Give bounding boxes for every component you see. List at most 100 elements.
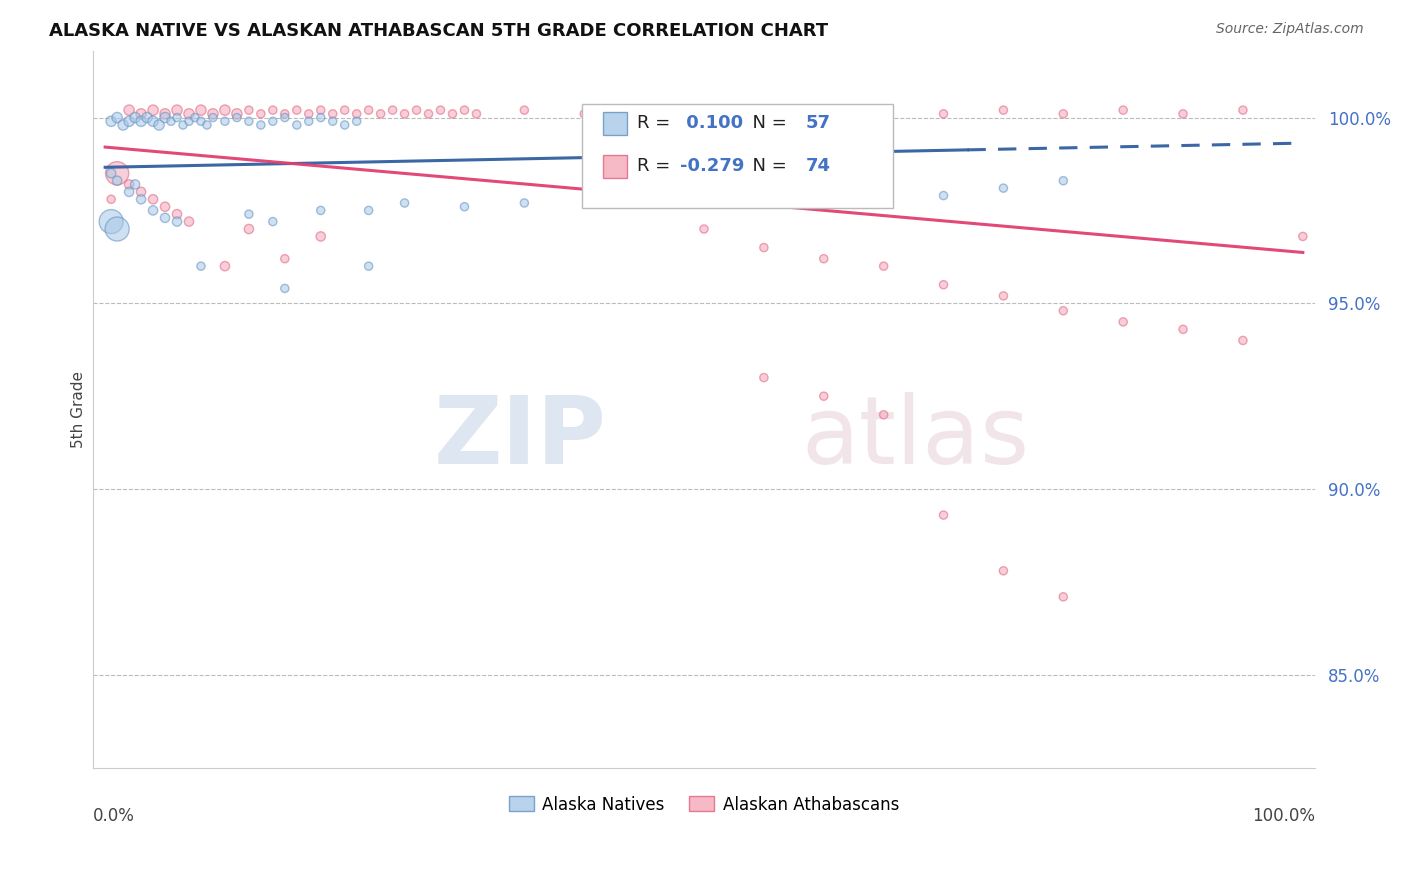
Point — [1112, 103, 1135, 117]
Point — [752, 370, 775, 384]
Text: R =: R = — [637, 157, 676, 175]
Point — [118, 103, 141, 117]
Text: -0.279: -0.279 — [679, 157, 744, 175]
Point — [322, 107, 344, 121]
Point — [201, 107, 224, 121]
Point — [1052, 107, 1074, 121]
Point — [250, 118, 273, 132]
Point — [190, 259, 212, 273]
Point — [394, 196, 416, 211]
Point — [214, 114, 236, 128]
Point — [238, 114, 260, 128]
Point — [693, 192, 716, 206]
Point — [693, 222, 716, 236]
Point — [238, 222, 260, 236]
Point — [225, 111, 247, 125]
Point — [285, 118, 308, 132]
Point — [118, 178, 141, 192]
Point — [136, 111, 159, 125]
Point — [105, 111, 128, 125]
FancyBboxPatch shape — [603, 154, 627, 178]
Point — [177, 107, 200, 121]
Point — [813, 389, 835, 403]
Point — [172, 118, 194, 132]
Point — [1171, 107, 1194, 121]
Point — [333, 118, 356, 132]
Point — [166, 111, 188, 125]
Point — [1052, 590, 1074, 604]
Point — [112, 118, 135, 132]
Point — [105, 222, 128, 236]
Point — [993, 181, 1015, 195]
Point — [225, 107, 247, 121]
Point — [872, 408, 894, 422]
Text: 57: 57 — [806, 114, 831, 132]
Point — [1292, 229, 1315, 244]
Point — [1171, 322, 1194, 336]
Point — [441, 107, 464, 121]
Text: 74: 74 — [806, 157, 831, 175]
Point — [148, 118, 170, 132]
Point — [453, 200, 475, 214]
Text: 0.0%: 0.0% — [93, 807, 135, 825]
Point — [1232, 334, 1254, 348]
Point — [214, 103, 236, 117]
Point — [201, 111, 224, 125]
Text: ALASKA NATIVE VS ALASKAN ATHABASCAN 5TH GRADE CORRELATION CHART: ALASKA NATIVE VS ALASKAN ATHABASCAN 5TH … — [49, 22, 828, 40]
Point — [574, 107, 596, 121]
Point — [142, 114, 165, 128]
Point — [418, 107, 440, 121]
Point — [124, 111, 146, 125]
Point — [633, 103, 655, 117]
Point — [298, 107, 321, 121]
Point — [129, 114, 152, 128]
Point — [166, 103, 188, 117]
Point — [105, 174, 128, 188]
Point — [357, 103, 380, 117]
Point — [309, 103, 332, 117]
Point — [142, 192, 165, 206]
Point — [1232, 103, 1254, 117]
Point — [309, 111, 332, 125]
Point — [177, 214, 200, 228]
Point — [357, 203, 380, 218]
FancyBboxPatch shape — [603, 112, 627, 135]
Point — [153, 111, 176, 125]
Text: Source: ZipAtlas.com: Source: ZipAtlas.com — [1216, 22, 1364, 37]
Point — [752, 103, 775, 117]
Point — [142, 103, 165, 117]
Point — [100, 192, 122, 206]
Point — [129, 107, 152, 121]
Point — [932, 188, 955, 202]
Point — [250, 107, 273, 121]
Point — [465, 107, 488, 121]
Point — [309, 203, 332, 218]
Point — [993, 564, 1015, 578]
Y-axis label: 5th Grade: 5th Grade — [72, 371, 86, 448]
Point — [1112, 315, 1135, 329]
Point — [153, 107, 176, 121]
Point — [513, 103, 536, 117]
Text: atlas: atlas — [801, 392, 1031, 483]
Point — [932, 107, 955, 121]
Point — [274, 281, 297, 295]
Point — [166, 207, 188, 221]
Point — [453, 103, 475, 117]
Point — [346, 114, 368, 128]
Point — [262, 103, 284, 117]
Text: ZIP: ZIP — [433, 392, 606, 483]
Point — [752, 241, 775, 255]
Legend: Alaska Natives, Alaskan Athabascans: Alaska Natives, Alaskan Athabascans — [502, 789, 905, 821]
Point — [142, 203, 165, 218]
Point — [118, 114, 141, 128]
Point — [285, 103, 308, 117]
Point — [100, 166, 122, 180]
Point — [370, 107, 392, 121]
Text: 0.100: 0.100 — [679, 114, 742, 132]
Point — [872, 192, 894, 206]
Point — [429, 103, 451, 117]
Point — [129, 185, 152, 199]
Point — [693, 107, 716, 121]
Point — [405, 103, 427, 117]
Point — [177, 114, 200, 128]
